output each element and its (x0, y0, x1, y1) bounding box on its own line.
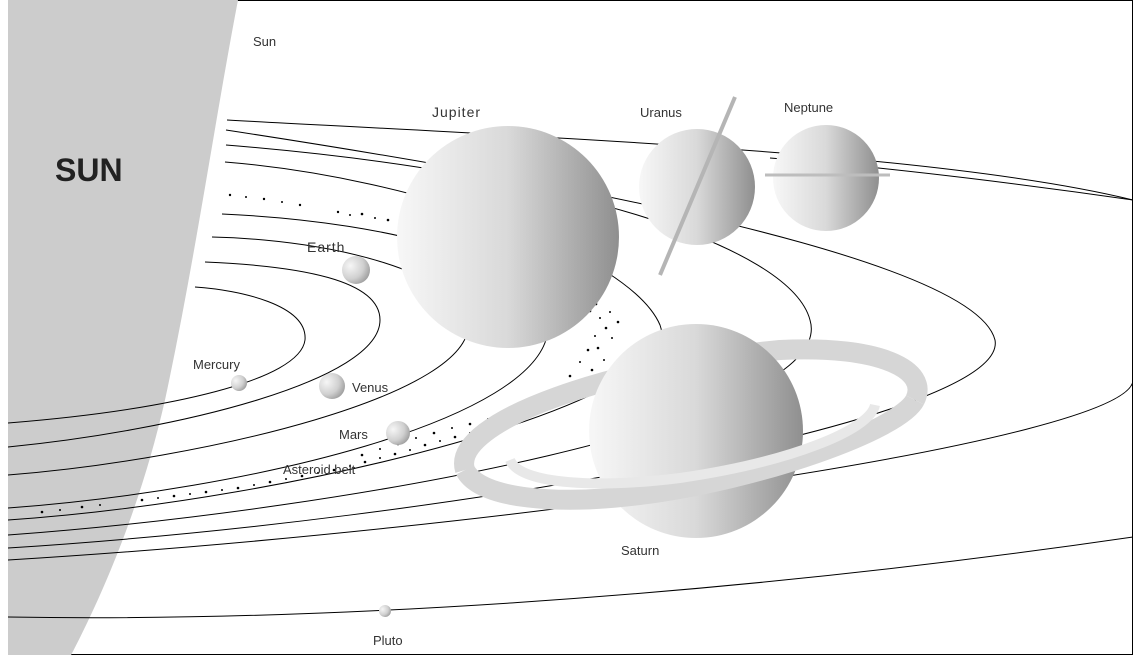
saturn-label: Saturn (621, 543, 659, 558)
jupiter-label: Jupiter (432, 104, 481, 120)
asteroid-belt-label: Asteroid belt (283, 462, 356, 477)
mars-label: Mars (339, 427, 368, 442)
mars-orbit (8, 213, 549, 509)
sun-big-label: SUN (55, 152, 123, 188)
neptune-planet (773, 125, 879, 231)
venus-orbit (8, 261, 381, 448)
pluto-label: Pluto (373, 633, 403, 648)
pluto-planet (379, 605, 391, 617)
uranus-label: Uranus (640, 105, 682, 120)
sun-shape (8, 0, 238, 655)
sun-small-label: Sun (253, 34, 276, 49)
earth-planet (342, 256, 370, 284)
venus-label: Venus (352, 380, 389, 395)
uranus-ring (658, 96, 737, 276)
mercury-planet (231, 375, 247, 391)
mercury-orbit (8, 286, 306, 424)
venus-planet (319, 373, 345, 399)
neptune-orbit (8, 119, 1133, 561)
mars-planet (386, 421, 410, 445)
pluto-orbit (8, 536, 1133, 619)
neptune-label: Neptune (784, 100, 833, 115)
mercury-label: Mercury (193, 357, 240, 372)
saturn-ring-inner (505, 403, 880, 489)
earth-label: Earth (307, 239, 345, 255)
saturn-ring-front (456, 394, 924, 510)
jupiter-planet (397, 126, 619, 348)
